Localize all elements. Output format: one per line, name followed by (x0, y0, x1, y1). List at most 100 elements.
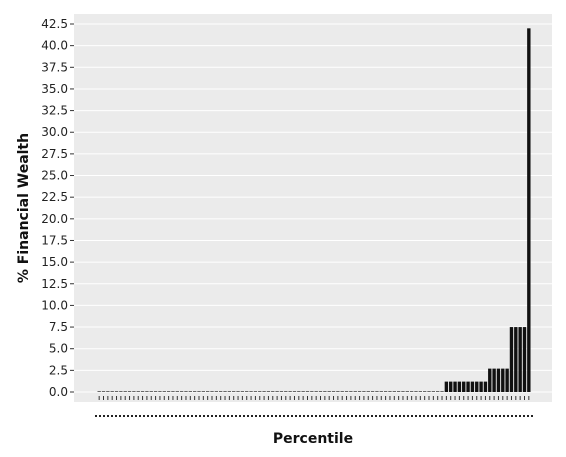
bar (431, 391, 436, 392)
bar (470, 381, 475, 392)
bar (236, 391, 240, 392)
bar (188, 391, 193, 392)
gridlines (74, 23, 552, 393)
bar (145, 391, 149, 392)
bar (153, 391, 158, 392)
y-tick-label: 27.5 (41, 147, 68, 161)
bar (483, 381, 488, 392)
bar (344, 391, 349, 392)
bar (214, 391, 219, 392)
bar (383, 391, 388, 392)
bar (509, 327, 514, 392)
bar (323, 391, 327, 392)
bar (522, 327, 527, 392)
bar (305, 391, 310, 392)
bar (266, 391, 271, 392)
y-tick-label: 2.5 (49, 363, 68, 377)
bar (179, 391, 184, 392)
bar (375, 391, 379, 392)
y-tick-label: 32.5 (41, 104, 68, 118)
bar (119, 391, 123, 392)
bar (262, 391, 266, 392)
y-tick-label: 5.0 (49, 342, 68, 356)
y-tick-label: 25.0 (41, 169, 68, 183)
bar (127, 391, 132, 392)
y-tick-label: 7.5 (49, 320, 68, 334)
bar (279, 391, 284, 392)
bar (162, 391, 166, 392)
bar (97, 391, 101, 392)
y-tick-label: 17.5 (41, 233, 68, 247)
bar (492, 368, 496, 392)
y-tick-label: 40.0 (41, 39, 68, 53)
bar (357, 391, 362, 392)
bar (370, 391, 375, 392)
bar (275, 391, 279, 392)
bar (488, 368, 492, 392)
bar (453, 381, 457, 392)
bar (349, 391, 353, 392)
bar (527, 28, 531, 393)
y-tick-label: 10.0 (41, 298, 68, 312)
plot-panel (74, 14, 552, 402)
bar (418, 391, 423, 392)
bar (140, 391, 145, 392)
bar (496, 368, 501, 392)
y-tick-label: 42.5 (41, 17, 68, 31)
bar (331, 391, 336, 392)
bar (314, 391, 318, 392)
y-tick-label: 35.0 (41, 82, 68, 96)
bar (219, 391, 223, 392)
bar (436, 391, 440, 392)
x-axis-ticks (95, 396, 533, 417)
bar (136, 391, 140, 392)
bar (232, 391, 236, 392)
y-tick-label: 15.0 (41, 255, 68, 269)
bar (353, 391, 357, 392)
bar (288, 391, 292, 392)
y-tick-label: 0.0 (49, 385, 68, 399)
bar (101, 391, 106, 392)
bar (379, 391, 383, 392)
bar (205, 391, 210, 392)
bar (284, 391, 288, 392)
y-axis-ticks: 0.0 2.5 5.0 7.5 10.0 12.5 15.0 17.5 20.0 22.5 25.0… (41, 17, 74, 399)
bar (106, 391, 110, 392)
bar (258, 391, 262, 392)
bar (166, 391, 171, 392)
y-tick-label: 37.5 (41, 60, 68, 74)
bar (201, 391, 206, 392)
bar (501, 368, 505, 392)
bar (271, 391, 275, 392)
bar (401, 391, 405, 392)
y-tick-label: 12.5 (41, 277, 68, 291)
bar (227, 391, 232, 392)
y-tick-label: 22.5 (41, 190, 68, 204)
bar (210, 391, 214, 392)
bar (301, 391, 305, 392)
bar (318, 391, 323, 392)
y-tick-label: 20.0 (41, 212, 68, 226)
bar (475, 381, 479, 392)
bar (388, 391, 392, 392)
bar (158, 391, 162, 392)
bar (110, 391, 114, 392)
bar (245, 391, 249, 392)
x-axis-title: Percentile (273, 431, 353, 447)
bar (327, 391, 331, 392)
y-axis-title: % Financial Wealth (16, 133, 32, 283)
bar (249, 391, 253, 392)
bar (192, 391, 197, 392)
bar (405, 391, 410, 392)
bar (297, 391, 301, 392)
bar (449, 381, 453, 392)
bar (240, 391, 245, 392)
bar (340, 391, 344, 392)
bar (253, 391, 258, 392)
bar (132, 391, 136, 392)
bar (466, 381, 470, 392)
bar (396, 391, 401, 392)
bar (310, 391, 314, 392)
